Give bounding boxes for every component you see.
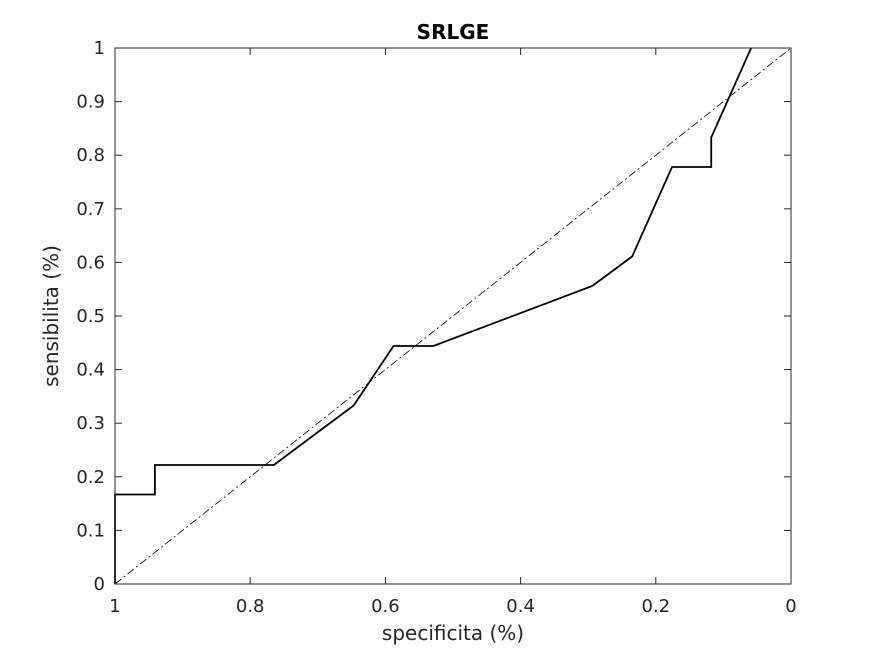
x-tick-label: 0.2 (641, 596, 670, 617)
x-tick-label: 0.6 (371, 596, 400, 617)
y-tick-label: 0.1 (76, 520, 105, 541)
y-tick-label: 1 (94, 38, 105, 59)
x-tick-label: 1 (109, 596, 120, 617)
plot-background (115, 48, 791, 584)
y-tick-label: 0.3 (76, 413, 105, 434)
y-tick-label: 0.9 (76, 92, 105, 113)
y-tick-label: 0.8 (76, 145, 105, 166)
y-tick-label: 0.7 (76, 199, 105, 220)
x-tick-label: 0.8 (236, 596, 265, 617)
plot-frame (114, 47, 792, 585)
y-tick-label: 0.4 (76, 360, 105, 381)
y-tick-label: 0.2 (76, 467, 105, 488)
y-tick-label: 0.6 (76, 252, 105, 273)
y-tick-label: 0.5 (76, 306, 105, 327)
x-tick-label: 0.4 (506, 596, 535, 617)
chart-title: SRLGE (417, 20, 490, 44)
y-tick-label: 0 (94, 574, 105, 595)
series-lines (114, 47, 792, 585)
x-axis-label: specificita (%) (382, 621, 524, 645)
y-axis-label: sensibilita (%) (39, 245, 63, 387)
x-tick-label: 0 (785, 596, 796, 617)
roc-curve-line (114, 47, 752, 584)
